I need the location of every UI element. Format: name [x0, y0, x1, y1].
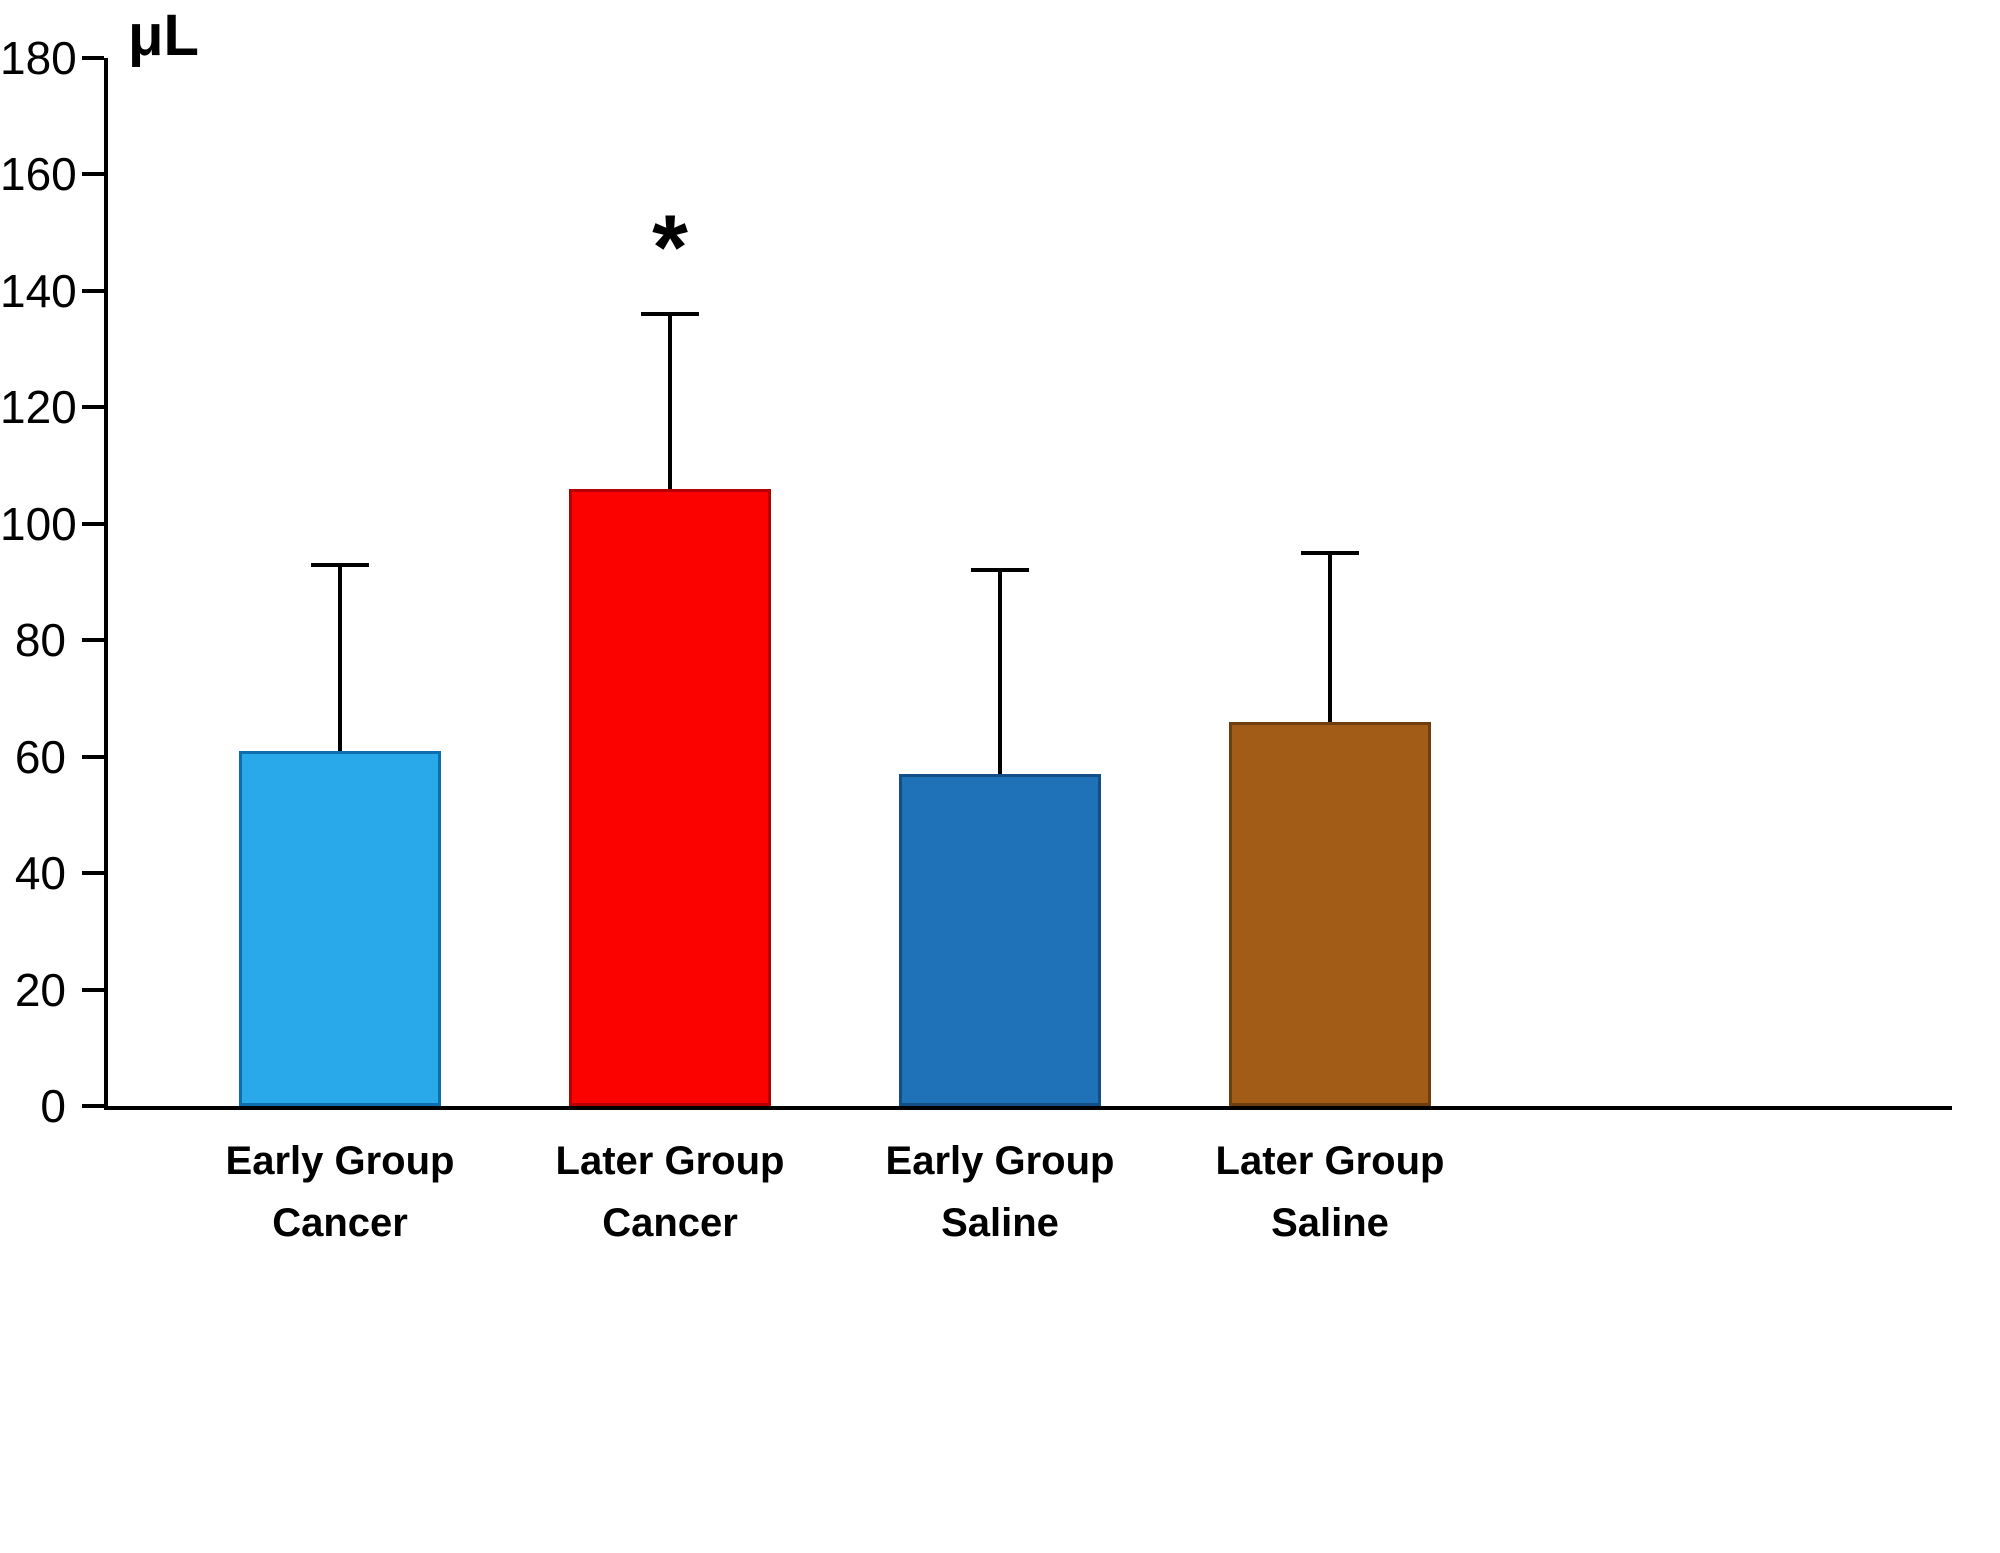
x-tick-label-later-group-cancer: Later Group Cancer	[555, 1139, 785, 1245]
y-axis-tick	[82, 987, 104, 992]
x-tick-label-early-group-saline: Early Group Saline	[885, 1139, 1115, 1245]
error-bar-stem-later-group-cancer	[668, 314, 672, 489]
y-axis-tick	[82, 56, 104, 60]
x-tick-label-later-group-saline: Later Group Saline	[1215, 1139, 1445, 1245]
error-bar-stem-early-group-cancer	[338, 564, 342, 751]
y-axis-tick	[82, 638, 104, 643]
y-axis-tick	[82, 754, 104, 759]
x-axis-line	[104, 1106, 1952, 1110]
bar-early-group-saline	[899, 774, 1101, 1106]
y-tick-label: 180	[0, 32, 77, 84]
y-axis-tick	[82, 1104, 104, 1108]
bar-later-group-cancer	[569, 488, 771, 1106]
y-axis-unit-label: μL	[128, 3, 199, 68]
error-bar-cap-later-group-cancer	[641, 312, 699, 317]
y-tick-label: 160	[0, 148, 77, 201]
y-axis-tick	[82, 871, 104, 876]
y-tick-label: 140	[0, 264, 77, 317]
y-tick-label: 20	[14, 963, 66, 1016]
bar-early-group-cancer	[239, 750, 441, 1106]
y-axis-line	[104, 58, 108, 1110]
y-tick-label: 80	[14, 614, 66, 667]
error-bar-cap-early-group-saline	[971, 568, 1029, 573]
y-tick-label: 60	[14, 730, 66, 783]
error-bar-stem-later-group-saline	[1328, 552, 1332, 722]
error-bar-cap-later-group-saline	[1301, 550, 1359, 555]
y-tick-label: 100	[0, 497, 77, 550]
y-axis-tick	[82, 521, 104, 526]
y-tick-label: 120	[0, 381, 77, 434]
y-axis-tick	[82, 288, 104, 293]
bar-later-group-saline	[1229, 721, 1431, 1106]
significance-asterisk: *	[652, 197, 688, 300]
error-bar-stem-early-group-saline	[998, 570, 1002, 775]
y-axis-tick	[82, 405, 104, 410]
y-tick-label: 40	[14, 847, 66, 900]
error-bar-cap-early-group-cancer	[311, 562, 369, 567]
x-tick-label-early-group-cancer: Early Group Cancer	[225, 1139, 455, 1245]
y-axis-tick	[82, 172, 104, 177]
y-tick-label: 0	[40, 1080, 66, 1132]
